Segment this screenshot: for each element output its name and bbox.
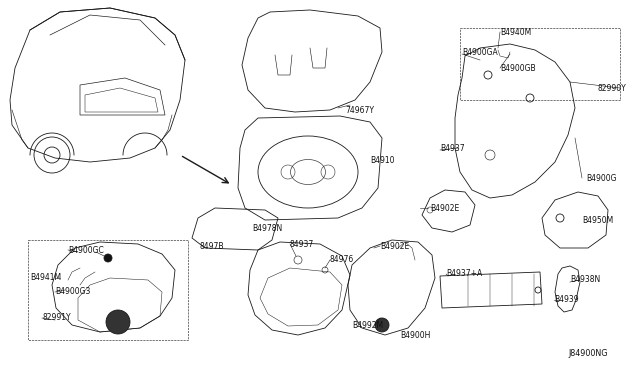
Text: B4902E: B4902E: [380, 241, 409, 250]
Circle shape: [375, 318, 389, 332]
Text: B4937: B4937: [440, 144, 465, 153]
Text: B4902E: B4902E: [430, 203, 460, 212]
Text: B4941M: B4941M: [30, 273, 61, 282]
Text: 82990Y: 82990Y: [598, 83, 627, 93]
Text: B4910: B4910: [370, 155, 394, 164]
Text: B4939: B4939: [554, 295, 579, 305]
Text: B4900G: B4900G: [586, 173, 616, 183]
Text: B4900GB: B4900GB: [500, 64, 536, 73]
Text: B4978N: B4978N: [252, 224, 282, 232]
Text: B4992M: B4992M: [352, 321, 383, 330]
Text: B4900GC: B4900GC: [68, 246, 104, 254]
Text: 82991Y: 82991Y: [42, 314, 70, 323]
Text: 74967Y: 74967Y: [345, 106, 374, 115]
Text: 84976: 84976: [330, 256, 355, 264]
Text: 8497B: 8497B: [200, 241, 225, 250]
Bar: [28, 240, 188, 340]
Text: B4940M: B4940M: [500, 28, 531, 36]
Circle shape: [104, 254, 112, 262]
Text: B4938N: B4938N: [570, 276, 600, 285]
Text: 84937: 84937: [290, 240, 314, 248]
Text: B4950M: B4950M: [582, 215, 613, 224]
Text: B4900H: B4900H: [400, 331, 430, 340]
Text: J84900NG: J84900NG: [568, 350, 607, 359]
Circle shape: [106, 310, 130, 334]
Text: B4900GA: B4900GA: [462, 48, 498, 57]
Text: B4937+A: B4937+A: [446, 269, 483, 279]
Text: B4900G3: B4900G3: [55, 288, 90, 296]
